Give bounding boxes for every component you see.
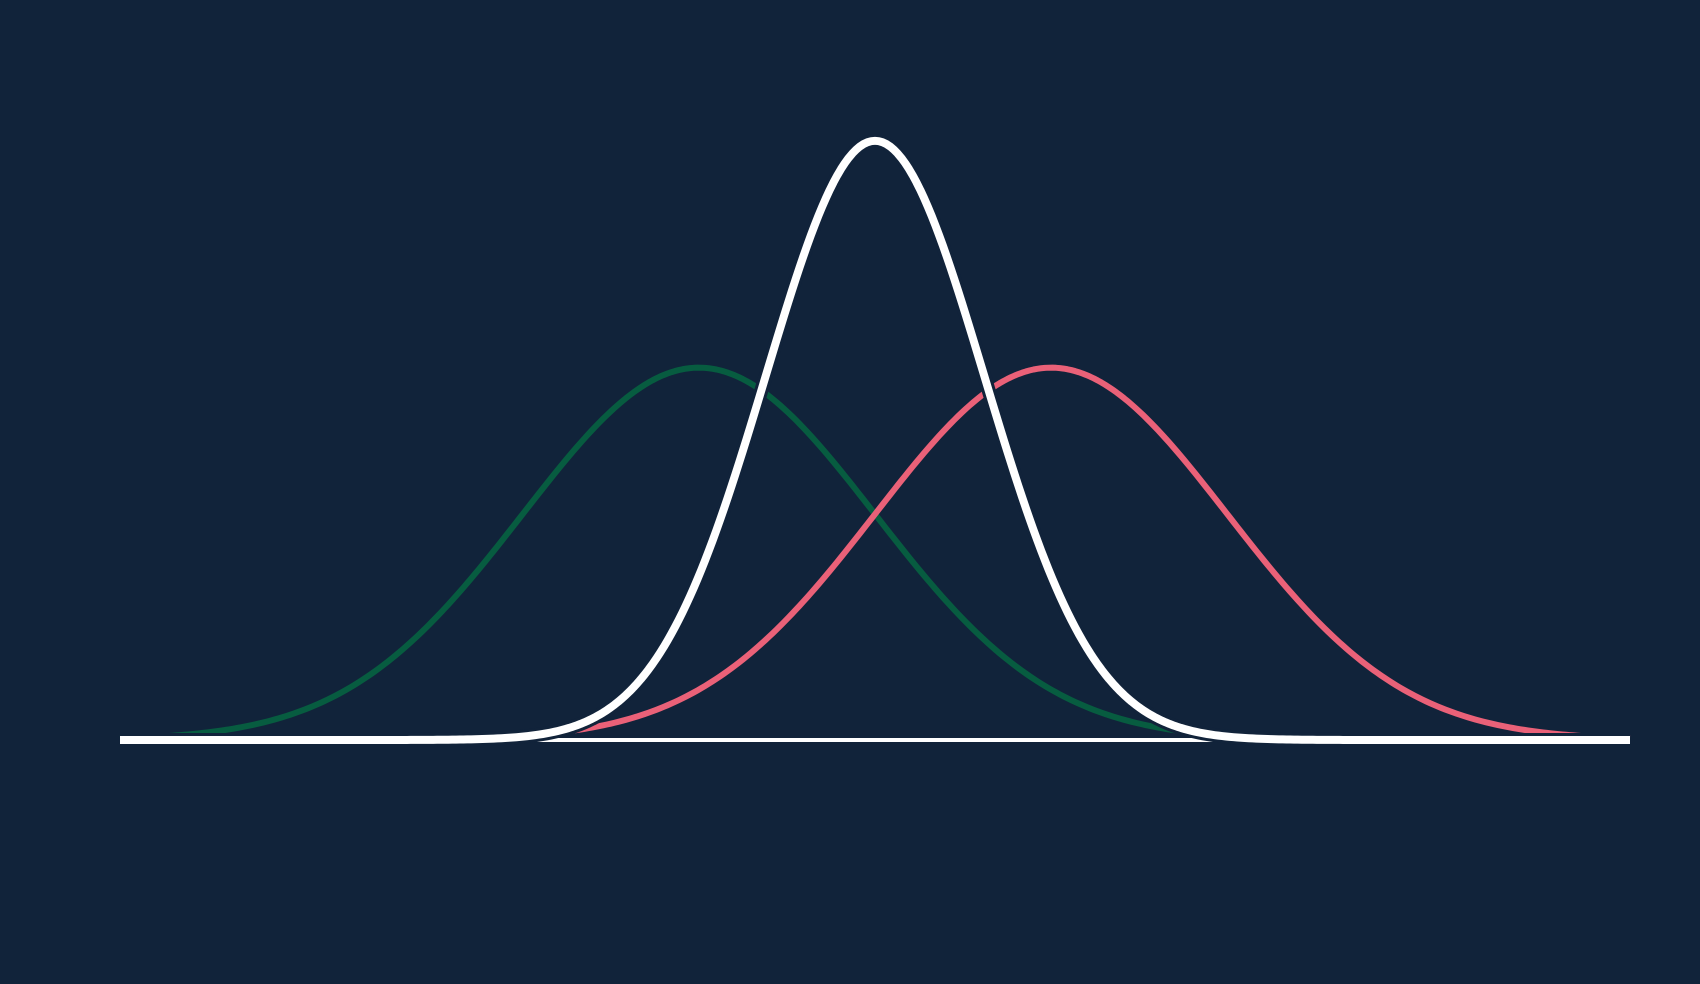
series-2-outline [116, 133, 1634, 747]
series-0-line [119, 364, 1630, 743]
series-2-line [119, 136, 1631, 744]
series-1-line [120, 364, 1631, 743]
